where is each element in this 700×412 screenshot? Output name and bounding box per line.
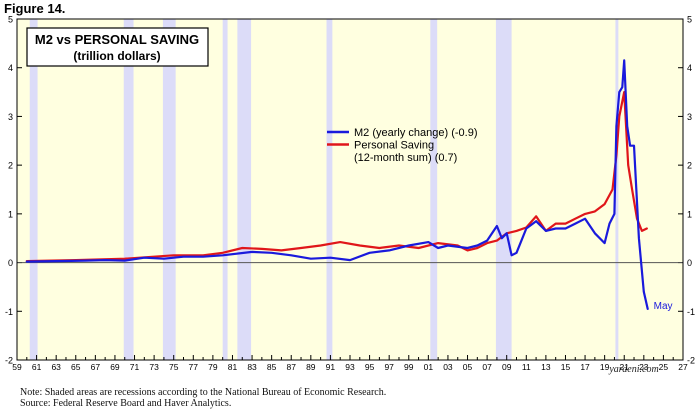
y-tick-label-right: 3 (687, 112, 692, 122)
x-tick-label: 17 (580, 362, 590, 372)
x-tick-label: 27 (678, 362, 688, 372)
x-tick-label: 93 (345, 362, 355, 372)
recession-band (615, 19, 619, 360)
chart-title: M2 vs PERSONAL SAVING (35, 32, 199, 47)
y-tick-label-left: 4 (8, 63, 13, 73)
recession-band (326, 19, 333, 360)
x-tick-label: 87 (287, 362, 297, 372)
recession-band (29, 19, 38, 360)
x-tick-label: 77 (189, 362, 199, 372)
x-axis-ticks: 59 61 63 65 67 69 71 73 75 77 79 81 83 85 87 89 91 93 95 97… (12, 355, 688, 372)
x-tick-label: 75 (169, 362, 179, 372)
x-tick-label: 65 (71, 362, 81, 372)
figure-label: Figure 14. (4, 1, 66, 16)
recession-band (237, 19, 252, 360)
legend-label: Personal Saving (354, 140, 434, 152)
source-line: Source: Federal Reserve Board and Haver … (20, 398, 232, 409)
x-tick-label: 59 (12, 362, 22, 372)
y-tick-label-right: 1 (687, 209, 692, 219)
plot-frame (16, 18, 684, 361)
y-tick-label-left: 3 (8, 112, 13, 122)
chart-subtitle: (trillion dollars) (73, 49, 160, 63)
y-tick-label-left: 5 (8, 15, 13, 25)
plot-background (17, 19, 683, 360)
footnote: Note: Shaded areas are recessions accord… (20, 387, 386, 409)
y-tick-label-left: 2 (8, 161, 13, 171)
x-tick-label: 69 (110, 362, 120, 372)
x-tick-label: 25 (659, 362, 669, 372)
y-axis-ticks: -2 -2 -1 -1 0 0 1 1 2 2 3 3 4 4 5 5 (5, 15, 695, 366)
y-tick-label-right: 4 (687, 63, 692, 73)
x-tick-label: 07 (482, 362, 492, 372)
legend: M2 (yearly change) (-0.9)Personal Saving… (327, 127, 478, 164)
y-tick-label-right: -1 (687, 307, 695, 317)
x-tick-label: 67 (91, 362, 101, 372)
x-tick-label: 79 (208, 362, 218, 372)
x-tick-label: 19 (600, 362, 610, 372)
y-tick-label-right: 0 (687, 258, 692, 268)
y-tick-label-right: -2 (687, 356, 695, 366)
x-tick-label: 81 (228, 362, 238, 372)
x-tick-label: 05 (463, 362, 473, 372)
x-tick-label: 09 (502, 362, 512, 372)
x-tick-label: 63 (51, 362, 61, 372)
x-tick-label: 89 (306, 362, 316, 372)
x-tick-label: 85 (267, 362, 277, 372)
recession-band (123, 19, 134, 360)
x-tick-label: 91 (326, 362, 336, 372)
x-tick-label: 03 (443, 362, 453, 372)
title-box: M2 vs PERSONAL SAVING (trillion dollars) (26, 27, 209, 67)
legend-label: (12-month sum) (0.7) (354, 152, 457, 164)
m2-vs-personal-saving-chart: -2 -2-1 -10 01 12 23 34 45 5 59 61 63 65 67 69 71 73 75 7… (5, 15, 695, 376)
recession-shading (29, 19, 619, 360)
x-tick-label: 61 (32, 362, 42, 372)
annotation-may: May (654, 301, 673, 312)
y-tick-label-left: -2 (5, 356, 13, 366)
note-line: Note: Shaded areas are recessions accord… (20, 387, 387, 398)
recession-band (495, 19, 512, 360)
y-tick-label-right: 5 (687, 15, 692, 25)
x-tick-label: 97 (384, 362, 394, 372)
y-tick-label-right: 2 (687, 161, 692, 171)
y-tick-label-left: 1 (8, 209, 13, 219)
x-tick-label: 23 (639, 362, 649, 372)
x-tick-label: 99 (404, 362, 414, 372)
m2-series-line (25, 59, 649, 310)
y-tick-label-left: 0 (8, 258, 13, 268)
recession-band (162, 19, 176, 360)
recession-band (430, 19, 438, 360)
annotations: May (654, 301, 673, 312)
x-tick-label: 01 (424, 362, 434, 372)
recession-band (222, 19, 228, 360)
legend-label: M2 (yearly change) (-0.9) (354, 127, 478, 139)
series-lines (25, 59, 649, 310)
x-tick-label: 71 (130, 362, 140, 372)
y-tick-label-left: -1 (5, 307, 13, 317)
x-tick-label: 95 (365, 362, 375, 372)
x-tick-label: 21 (620, 362, 630, 372)
x-tick-label: 13 (541, 362, 551, 372)
x-tick-label: 11 (522, 362, 531, 372)
x-tick-label: 83 (247, 362, 257, 372)
x-tick-label: 15 (561, 362, 571, 372)
x-tick-label: 73 (149, 362, 159, 372)
watermark: yardeni.com (608, 364, 658, 375)
